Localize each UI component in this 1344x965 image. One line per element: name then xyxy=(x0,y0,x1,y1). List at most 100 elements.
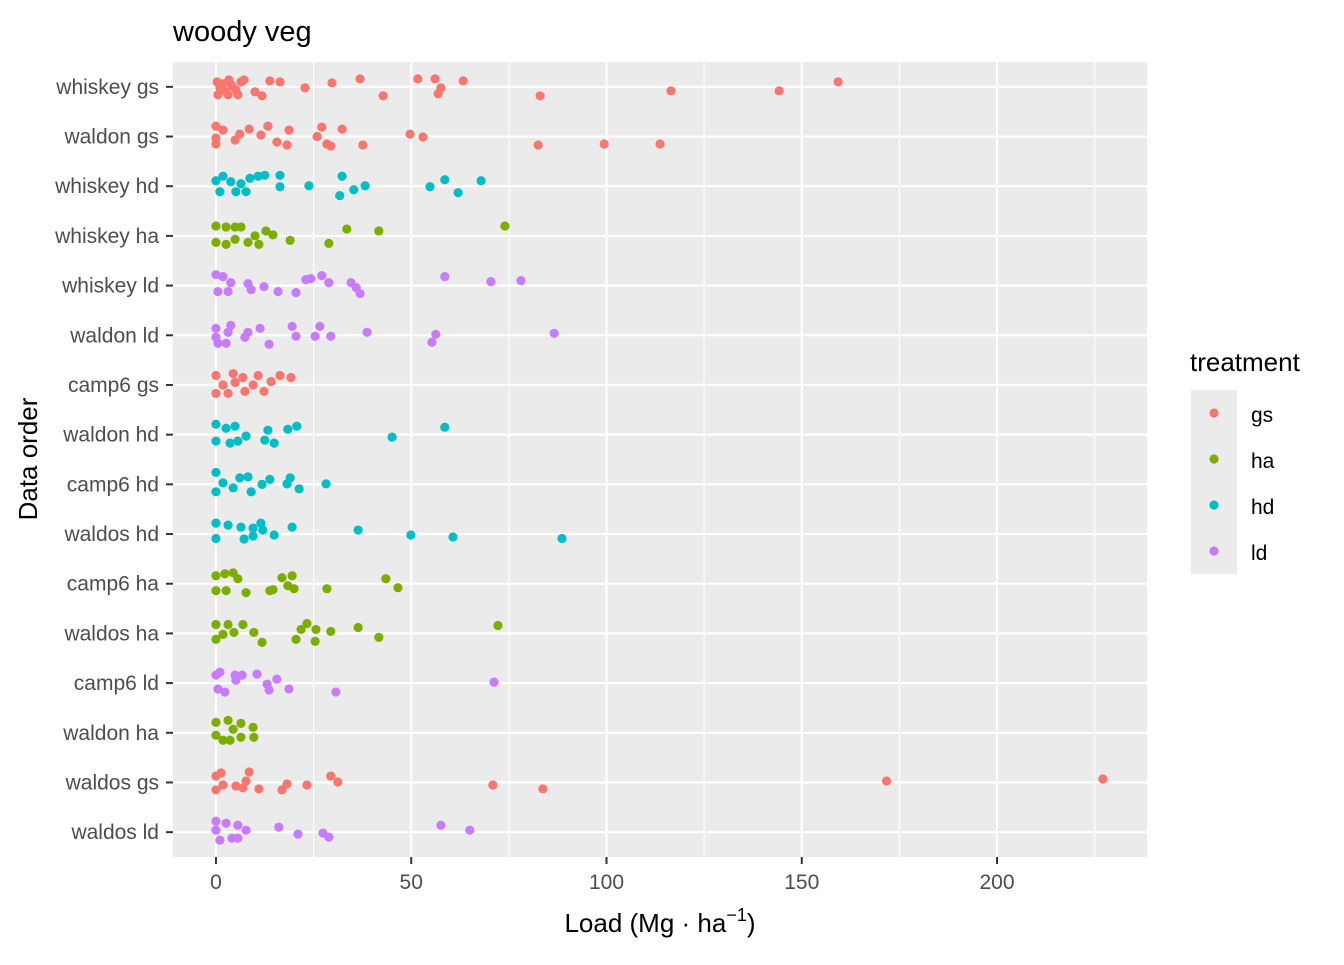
data-point-ld xyxy=(215,835,225,845)
data-point-ld xyxy=(486,277,496,287)
data-point-gs xyxy=(275,370,285,381)
data-point-gs xyxy=(488,780,498,790)
data-point-hd xyxy=(236,179,246,189)
data-point-gs xyxy=(881,776,892,786)
data-point-ld xyxy=(211,323,221,333)
y-tick-label: waldon hd xyxy=(62,424,159,447)
x-tick-label: 200 xyxy=(980,871,1015,894)
data-point-gs xyxy=(302,780,312,790)
data-point-gs xyxy=(216,768,226,778)
grid-lines xyxy=(173,62,1147,857)
data-point-hd xyxy=(387,432,397,442)
data-point-ha xyxy=(342,224,352,234)
data-point-hd xyxy=(337,171,347,181)
data-point-gs xyxy=(378,91,388,101)
data-point-ld xyxy=(317,271,327,281)
legend-label-ld: ld xyxy=(1251,542,1267,565)
data-point-hd xyxy=(218,478,228,488)
data-point-ld xyxy=(241,825,251,835)
data-point-hd xyxy=(269,530,279,540)
data-point-hd xyxy=(226,177,236,187)
data-point-gs xyxy=(284,125,294,135)
data-point-hd xyxy=(557,533,567,544)
data-point-ld xyxy=(211,270,221,280)
data-point-ld xyxy=(436,820,446,830)
data-point-hd xyxy=(304,181,314,191)
data-point-ha xyxy=(250,231,260,241)
data-point-ld xyxy=(465,825,475,835)
data-point-hd xyxy=(260,170,270,180)
data-point-hd xyxy=(230,421,240,431)
plot-panel xyxy=(173,62,1147,857)
data-point-hd xyxy=(243,472,253,482)
data-point-gs xyxy=(655,139,665,149)
data-point-gs xyxy=(312,131,322,142)
legend-key-ld xyxy=(1209,546,1219,556)
data-point-ld xyxy=(287,321,297,331)
data-point-ld xyxy=(362,327,372,337)
data-point-ha xyxy=(229,627,239,638)
data-point-gs xyxy=(223,90,233,100)
legend-title: treatment xyxy=(1190,347,1301,377)
legend-key-background xyxy=(1191,390,1237,574)
data-point-gs xyxy=(238,783,248,793)
data-point-ld xyxy=(427,337,437,347)
data-point-ld xyxy=(306,274,316,284)
data-point-ha xyxy=(268,585,278,595)
data-point-hd xyxy=(258,525,268,535)
data-point-ha xyxy=(233,574,243,584)
data-point-ld xyxy=(237,670,247,680)
data-point-ha xyxy=(374,632,384,642)
data-point-ld xyxy=(549,328,559,338)
data-point-hd xyxy=(236,522,246,532)
data-point-ld xyxy=(324,832,334,842)
data-point-hd xyxy=(211,533,221,544)
data-point-ld xyxy=(272,674,282,684)
data-point-ld xyxy=(220,687,230,697)
data-point-ha xyxy=(296,624,306,635)
data-point-gs xyxy=(326,141,336,151)
x-tick-label: 0 xyxy=(210,871,222,894)
data-point-gs xyxy=(263,121,273,131)
data-point-ld xyxy=(264,685,274,695)
data-point-ld xyxy=(331,687,341,697)
data-point-hd xyxy=(215,187,225,197)
x-axis: 0 50 100 150 200 xyxy=(210,857,1015,894)
data-point-gs xyxy=(286,372,296,383)
data-point-hd xyxy=(335,191,345,201)
data-point-gs xyxy=(231,781,241,791)
data-point-gs xyxy=(275,77,285,87)
data-point-gs xyxy=(355,74,365,84)
data-point-gs xyxy=(244,124,254,134)
data-point-hd xyxy=(241,431,251,441)
data-point-ha xyxy=(220,569,230,579)
data-point-ha xyxy=(221,239,231,249)
y-tick-label: camp6 gs xyxy=(68,374,159,397)
data-point-hd xyxy=(248,523,258,533)
data-point-hd xyxy=(263,425,273,435)
data-point-hd xyxy=(292,421,302,431)
x-axis-title-dot: · xyxy=(682,908,691,938)
data-point-hd xyxy=(221,423,231,433)
data-point-hd xyxy=(211,467,221,478)
data-point-ld xyxy=(324,278,334,288)
data-point-ld xyxy=(215,667,225,677)
legend-label-gs: gs xyxy=(1251,404,1273,427)
y-tick-label: camp6 hd xyxy=(67,473,159,496)
data-point-hd xyxy=(231,187,241,197)
y-tick-label: whiskey gs xyxy=(55,76,159,99)
data-point-ha xyxy=(249,627,259,638)
data-point-ha xyxy=(324,238,334,248)
data-point-ld xyxy=(223,327,233,337)
data-point-ha xyxy=(223,619,233,630)
data-point-hd xyxy=(269,438,279,448)
data-point-ld xyxy=(355,288,365,299)
data-point-ha xyxy=(218,629,228,640)
data-point-ha xyxy=(243,237,253,247)
y-tick-label: waldon ha xyxy=(62,722,159,745)
data-point-hd xyxy=(241,187,251,197)
data-point-hd xyxy=(265,474,275,484)
data-point-ha xyxy=(493,620,503,631)
data-point-ha xyxy=(221,222,231,232)
data-point-ld xyxy=(246,284,256,295)
